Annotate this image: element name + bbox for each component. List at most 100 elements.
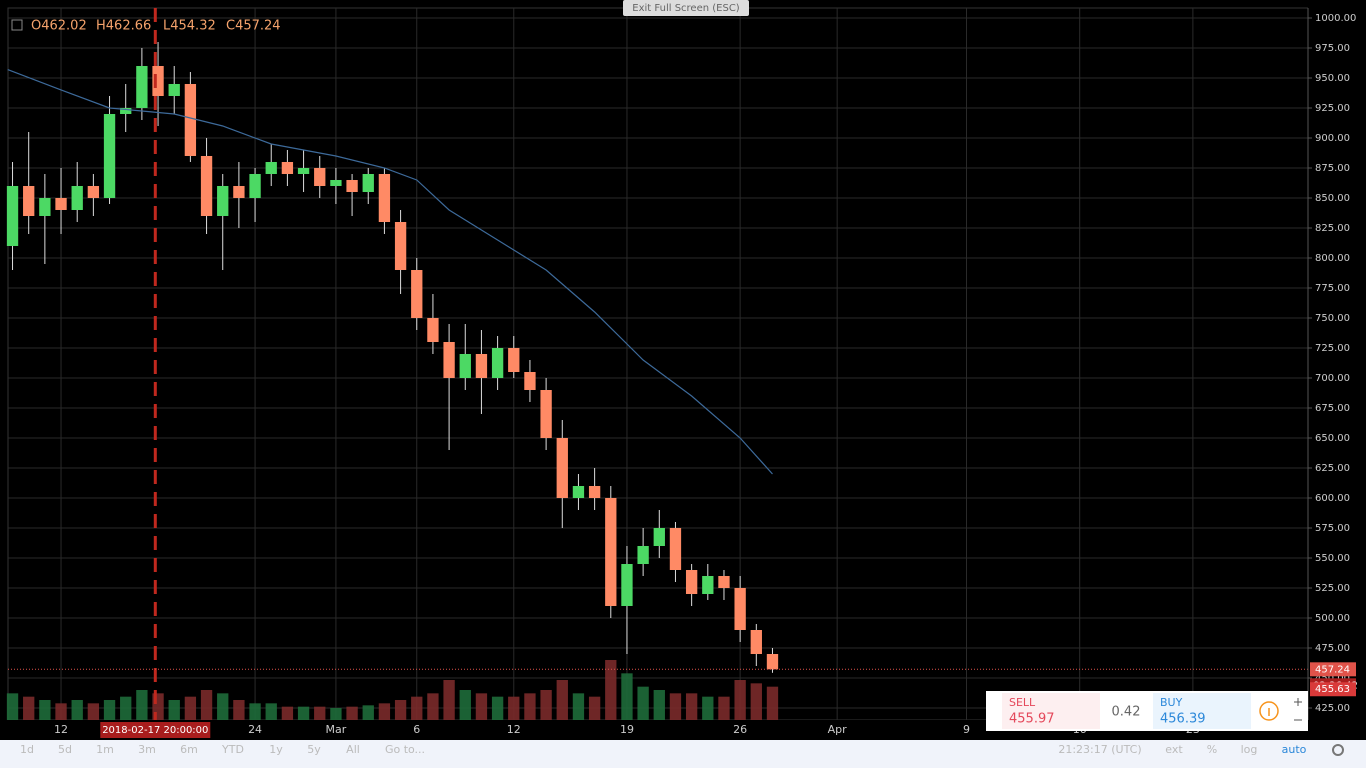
volume-bar	[6, 693, 19, 720]
info-icon[interactable]	[1259, 701, 1279, 721]
y-tick-label: 500.00	[1315, 613, 1350, 624]
volume-bar	[718, 696, 730, 720]
crosshair-label: 2018-02-17 20:00:00	[102, 725, 208, 736]
candle-body	[475, 353, 488, 378]
ohlc-high: H462.66	[96, 19, 151, 34]
y-tick-label: 900.00	[1315, 133, 1350, 144]
range-button[interactable]: 1m	[96, 743, 114, 756]
candle-body	[588, 485, 601, 498]
trade-widget: SELL 455.97 0.42 BUY 456.39	[986, 691, 1308, 731]
last-price-tag	[1310, 662, 1356, 677]
volume-bar	[314, 706, 326, 720]
candle-body	[330, 179, 342, 186]
candle-body	[233, 185, 245, 198]
option-button[interactable]: log	[1241, 743, 1258, 756]
range-button[interactable]: 5d	[58, 743, 72, 756]
x-tick-label: 26	[733, 723, 747, 736]
volume-bar	[39, 700, 51, 720]
candle-body	[685, 569, 698, 594]
range-button[interactable]: 3m	[138, 743, 156, 756]
volume-bar	[233, 700, 245, 720]
buy-button[interactable]	[1153, 693, 1251, 729]
volume-bar	[394, 700, 407, 720]
range-button[interactable]: Go to...	[385, 743, 425, 756]
range-button[interactable]: 6m	[180, 743, 198, 756]
volume-bar	[136, 690, 148, 720]
option-button[interactable]: %	[1207, 743, 1217, 756]
volume-bar	[734, 680, 746, 720]
volume-bar	[297, 706, 310, 720]
candle-body	[71, 185, 83, 210]
candle-body	[718, 575, 730, 588]
volume-bar	[508, 696, 520, 720]
volume-bar	[55, 703, 67, 720]
candle-body	[702, 575, 714, 594]
volume-bar	[378, 703, 391, 720]
y-tick-label: 950.00	[1315, 73, 1350, 84]
y-tick-label: 800.00	[1315, 253, 1350, 264]
candle-body	[23, 185, 35, 216]
collapse-icon[interactable]	[11, 19, 23, 31]
volume-bar	[572, 693, 585, 720]
volume-bar	[23, 696, 35, 720]
x-tick-label: Apr	[828, 723, 848, 736]
range-button[interactable]: 1y	[269, 743, 283, 756]
candle-body	[103, 113, 116, 198]
range-button[interactable]: YTD	[221, 743, 244, 756]
ohlc-low: L454.32	[163, 19, 216, 34]
volume-bar	[200, 690, 213, 720]
y-tick-label: 825.00	[1315, 223, 1350, 234]
candle-body	[734, 587, 746, 630]
settings-icon[interactable]	[1332, 744, 1344, 756]
volume-bar	[605, 660, 617, 720]
buy-price: 456.39	[1160, 712, 1206, 727]
sell-button[interactable]	[1002, 693, 1100, 729]
volume-bar	[168, 700, 180, 720]
volume-bar	[411, 696, 423, 720]
candle-body	[653, 527, 665, 546]
y-tick-label: 650.00	[1315, 433, 1350, 444]
exit-fullscreen-button[interactable]	[623, 0, 749, 16]
range-button[interactable]: 5y	[307, 743, 321, 756]
volume-bar	[71, 700, 83, 720]
candle-body	[524, 371, 536, 390]
candle-body	[362, 173, 374, 192]
x-tick-label: 12	[54, 723, 68, 736]
candle-body	[297, 167, 310, 174]
volume-bar	[217, 693, 229, 720]
option-button[interactable]: auto	[1282, 743, 1307, 756]
ohlc-open: O462.02	[31, 19, 87, 34]
candle-body	[508, 347, 520, 372]
candle-body	[572, 485, 585, 498]
y-tick-label: 1000.00	[1315, 13, 1356, 24]
option-button[interactable]: ext	[1165, 743, 1183, 756]
volume-bar	[459, 690, 471, 720]
volume-bar	[184, 696, 197, 720]
x-tick-label: Mar	[326, 723, 347, 736]
range-button[interactable]: 1d	[20, 743, 34, 756]
exit-fullscreen-label[interactable]: Exit Full Screen (ESC)	[632, 3, 740, 14]
volume-bar	[702, 696, 714, 720]
candle-body	[6, 185, 19, 246]
sell-label: SELL	[1009, 696, 1036, 709]
candle-body	[200, 155, 213, 216]
volume-bar	[653, 690, 665, 720]
volume-bar	[330, 708, 342, 720]
candle-body	[750, 629, 762, 654]
volume-bar	[588, 696, 601, 720]
candle-body	[87, 185, 100, 198]
volume-bar	[637, 686, 649, 720]
y-tick-label: 750.00	[1315, 313, 1350, 324]
candle-body	[249, 173, 261, 198]
y-tick-label: 475.00	[1315, 643, 1350, 654]
range-button[interactable]: All	[346, 743, 360, 756]
y-tick-label: 975.00	[1315, 43, 1350, 54]
candle-body	[621, 563, 633, 606]
price-axis	[1308, 0, 1366, 740]
volume-bar	[346, 706, 358, 720]
y-tick-label: 850.00	[1315, 193, 1350, 204]
volume-bar	[120, 696, 132, 720]
x-tick-label: 12	[507, 723, 521, 736]
candle-body	[443, 341, 455, 378]
